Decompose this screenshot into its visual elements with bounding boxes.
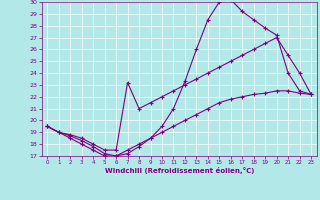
X-axis label: Windchill (Refroidissement éolien,°C): Windchill (Refroidissement éolien,°C)	[105, 167, 254, 174]
